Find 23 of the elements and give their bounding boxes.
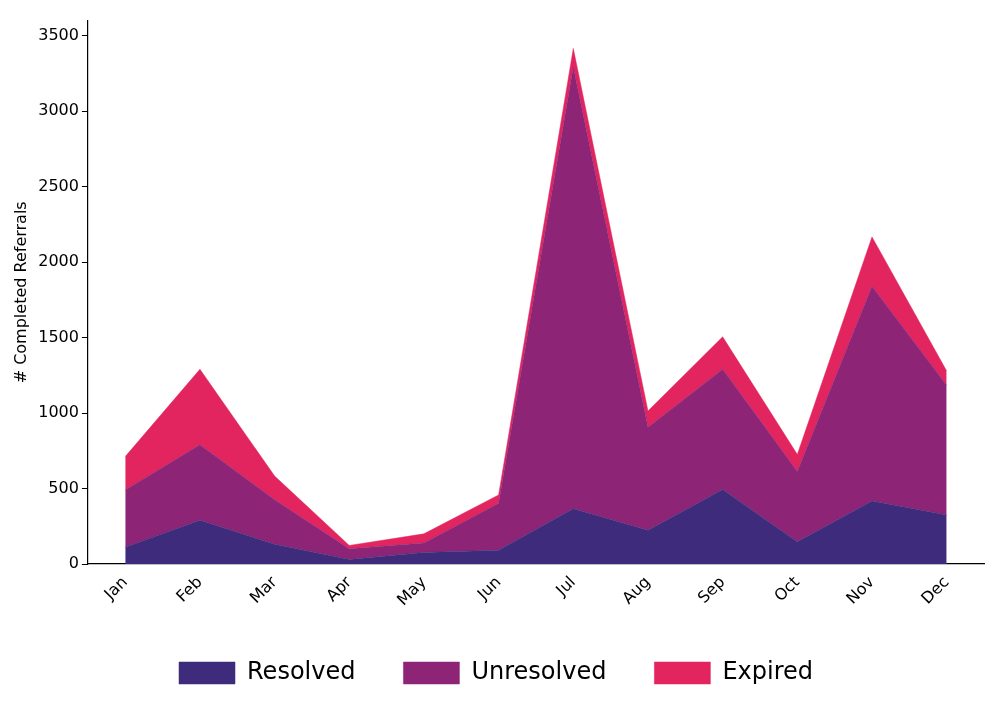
y-tick-label: 2500: [38, 175, 79, 195]
legend-label: Resolved: [247, 657, 356, 686]
x-tick-label: Jul: [551, 572, 580, 600]
y-tick-label: 2000: [38, 251, 79, 271]
y-axis-title: # Completed Referrals: [10, 201, 30, 384]
x-tick-label: Jun: [472, 572, 505, 604]
x-tick-label: Feb: [172, 572, 206, 606]
x-tick-label: Oct: [770, 572, 804, 606]
x-tick-label: Aug: [618, 572, 654, 608]
legend-label: Unresolved: [471, 657, 607, 686]
x-tick-label: Mar: [245, 571, 281, 607]
y-tick-label: 3000: [38, 100, 79, 120]
y-tick-label: 1000: [38, 402, 79, 422]
legend-label: Expired: [722, 657, 813, 686]
x-tick-label: Apr: [322, 571, 356, 606]
y-tick-label: 0: [68, 553, 79, 573]
x-tick-label: Jan: [99, 572, 132, 604]
x-tick-label: Nov: [842, 572, 878, 608]
x-tick-label: Dec: [917, 572, 953, 608]
y-tick-label: 3500: [38, 24, 79, 44]
y-tick-label: 500: [48, 477, 79, 497]
y-tick-label: 1500: [38, 326, 79, 346]
x-tick-label: Sep: [693, 572, 729, 607]
